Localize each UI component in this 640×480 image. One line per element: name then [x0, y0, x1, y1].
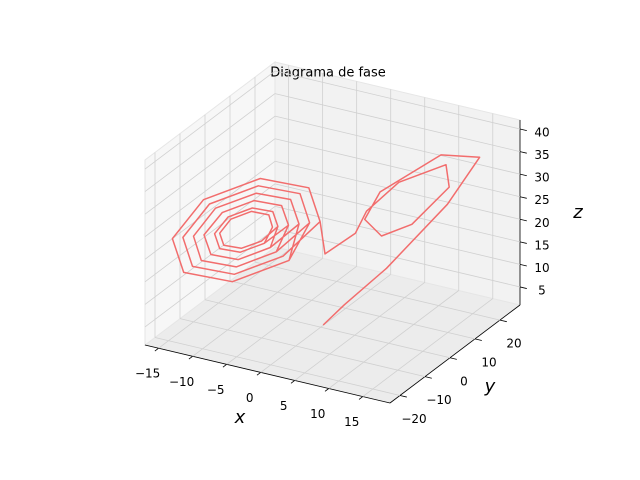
y-tick [474, 338, 482, 341]
grid-line [144, 206, 276, 305]
grid-line [274, 183, 521, 243]
z-tick-label: 20 [534, 216, 549, 230]
z-tick [519, 151, 527, 154]
x-tick [256, 372, 261, 376]
grid-line [274, 93, 521, 152]
x-tick [290, 380, 295, 384]
y-tick [424, 376, 432, 379]
y-tick [449, 357, 457, 360]
y-tick-label: −20 [401, 412, 426, 426]
grid-line [144, 70, 276, 170]
y-axis-label: y [484, 376, 496, 397]
grid-line [274, 206, 521, 265]
x-tick [154, 347, 159, 352]
grid-line [229, 280, 476, 340]
z-tick [519, 173, 527, 177]
grid-line [274, 228, 521, 288]
z-tick [519, 241, 527, 244]
grid-line [179, 318, 426, 378]
x-tick-label: 10 [310, 407, 325, 421]
y-axis-line [389, 304, 521, 404]
x-tick-label: −15 [135, 367, 160, 381]
z-tick [519, 128, 527, 132]
y-tick-label: 10 [481, 355, 496, 369]
z-tick-label: 30 [534, 171, 549, 185]
grid-line [274, 115, 521, 175]
grid-line [158, 249, 289, 349]
z-tick-label: 40 [534, 126, 549, 140]
z-tick-label: 10 [534, 261, 549, 275]
grid-line [362, 298, 494, 397]
z-tick-label: 5 [538, 283, 546, 297]
grid-line [144, 138, 276, 238]
x-tick [324, 388, 329, 392]
x-tick-label: 0 [246, 391, 254, 405]
chart-title: Diagrama de fase [270, 66, 386, 81]
grid-line [274, 70, 521, 130]
grid-line [294, 282, 425, 381]
x-tick-label: 15 [344, 415, 359, 429]
grid-line [154, 337, 401, 396]
z-tick [519, 196, 527, 199]
y-tick-label: 20 [506, 337, 521, 351]
grid-line [144, 93, 276, 192]
grid-line [144, 115, 276, 215]
z-tick-label: 35 [534, 148, 549, 162]
z-tick-label: 15 [534, 238, 549, 252]
grid-line [254, 261, 501, 321]
grid-line [328, 290, 459, 389]
grid-line [274, 138, 521, 198]
x-tick-label: −5 [207, 383, 225, 397]
grid-line [192, 257, 323, 357]
x-tick [222, 364, 227, 368]
x-tick-label: −10 [169, 375, 194, 389]
trajectory [171, 154, 481, 326]
grid-line [204, 299, 451, 359]
y-tick [399, 395, 407, 398]
grid-line [144, 160, 276, 260]
z-tick-label: 25 [534, 193, 549, 207]
y-tick [499, 319, 507, 323]
z-tick [519, 218, 527, 222]
x-tick [358, 396, 364, 400]
y-tick-label: 0 [460, 374, 468, 388]
x-tick-label: 5 [280, 399, 288, 413]
grid-line [226, 266, 357, 365]
z-tick [519, 286, 527, 289]
x-axis-line [144, 344, 391, 404]
z-axis-label: z [572, 202, 583, 223]
y-tick-label: −10 [426, 393, 451, 407]
x-axis-label: x [234, 407, 246, 428]
grid-line [274, 160, 521, 220]
z-tick [519, 264, 527, 267]
x-tick [188, 355, 193, 360]
